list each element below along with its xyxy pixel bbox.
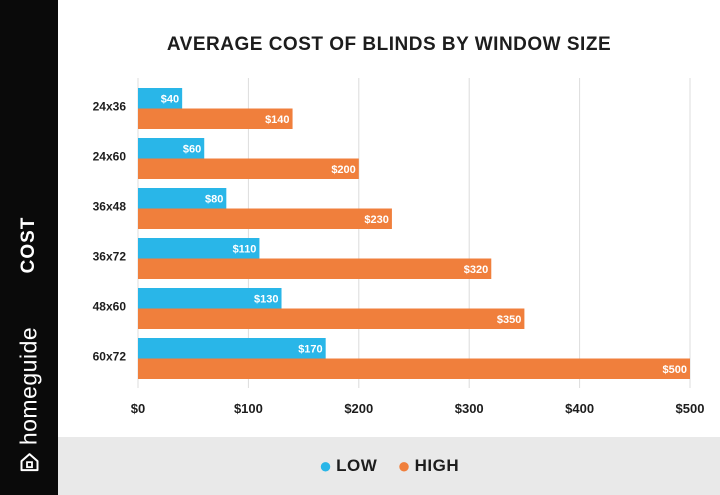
- legend-label-high: HIGH: [414, 456, 460, 475]
- category-label: 48x60: [93, 300, 127, 314]
- data-label-low: $110: [233, 243, 257, 255]
- data-label-low: $80: [205, 193, 223, 205]
- sidebar: COST homeguide: [0, 0, 58, 495]
- x-tick-label: $400: [565, 401, 594, 416]
- data-label-low: $130: [254, 293, 278, 305]
- legend-dot-high: ●: [397, 453, 411, 478]
- legend-item-low: ● LOW: [319, 455, 377, 477]
- data-label-high: $230: [364, 214, 388, 226]
- bar-low: [138, 288, 282, 309]
- bar-high: [138, 158, 359, 179]
- bar-low: [138, 188, 227, 209]
- bar-low: [138, 138, 205, 159]
- x-tick-label: $500: [676, 401, 705, 416]
- legend-dot-low: ●: [318, 453, 333, 478]
- chart-title: AVERAGE COST OF BLINDS BY WINDOW SIZE: [166, 34, 612, 55]
- bar-high: [138, 358, 690, 379]
- category-label: 60x72: [93, 350, 127, 364]
- house-logo-icon: [20, 453, 38, 472]
- bar-high: [138, 208, 392, 229]
- bars: $40 $140 $60 $200 $80 $230 $110 $320 $130 $350 $17…: [138, 88, 690, 379]
- data-label-low: $60: [183, 143, 201, 155]
- category-label: 24x60: [93, 150, 127, 164]
- data-label-high: $140: [265, 114, 289, 126]
- bar-high: [138, 108, 293, 129]
- data-label-high: $350: [497, 314, 521, 326]
- data-label-low: $170: [298, 343, 322, 355]
- data-label-high: $320: [464, 264, 488, 276]
- brand: homeguide: [16, 327, 43, 473]
- brand-name: homeguide: [15, 326, 42, 446]
- x-tick-label: $100: [234, 401, 263, 416]
- data-label-high: $500: [663, 364, 687, 376]
- bar-low: [138, 238, 260, 259]
- data-label-high: $200: [331, 164, 355, 176]
- bar-low: [138, 88, 183, 109]
- x-tick-label: $300: [455, 401, 484, 416]
- y-axis-label: COST: [18, 216, 39, 274]
- bar-high: [138, 258, 492, 279]
- category-label: 36x72: [93, 250, 127, 264]
- grid-lines: [137, 78, 691, 388]
- bar-low: [138, 338, 326, 359]
- bar-high: [138, 308, 525, 329]
- bar-chart: $40 $140 $60 $200 $80 $230 $110 $320 $130 $350 $17…: [93, 78, 705, 417]
- legend: ● LOW ● HIGH: [58, 437, 720, 495]
- category-label: 36x48: [93, 200, 127, 214]
- axis-labels: $0 $100 $200 $300 $400 $500 24x36 24x60 36x48 36x…: [93, 100, 705, 417]
- data-label-low: $40: [161, 93, 179, 105]
- x-tick-label: $0: [131, 401, 145, 416]
- legend-label-low: LOW: [336, 456, 378, 475]
- category-label: 24x36: [93, 100, 127, 114]
- x-tick-label: $200: [344, 401, 373, 416]
- legend-item-high: ● HIGH: [397, 455, 459, 477]
